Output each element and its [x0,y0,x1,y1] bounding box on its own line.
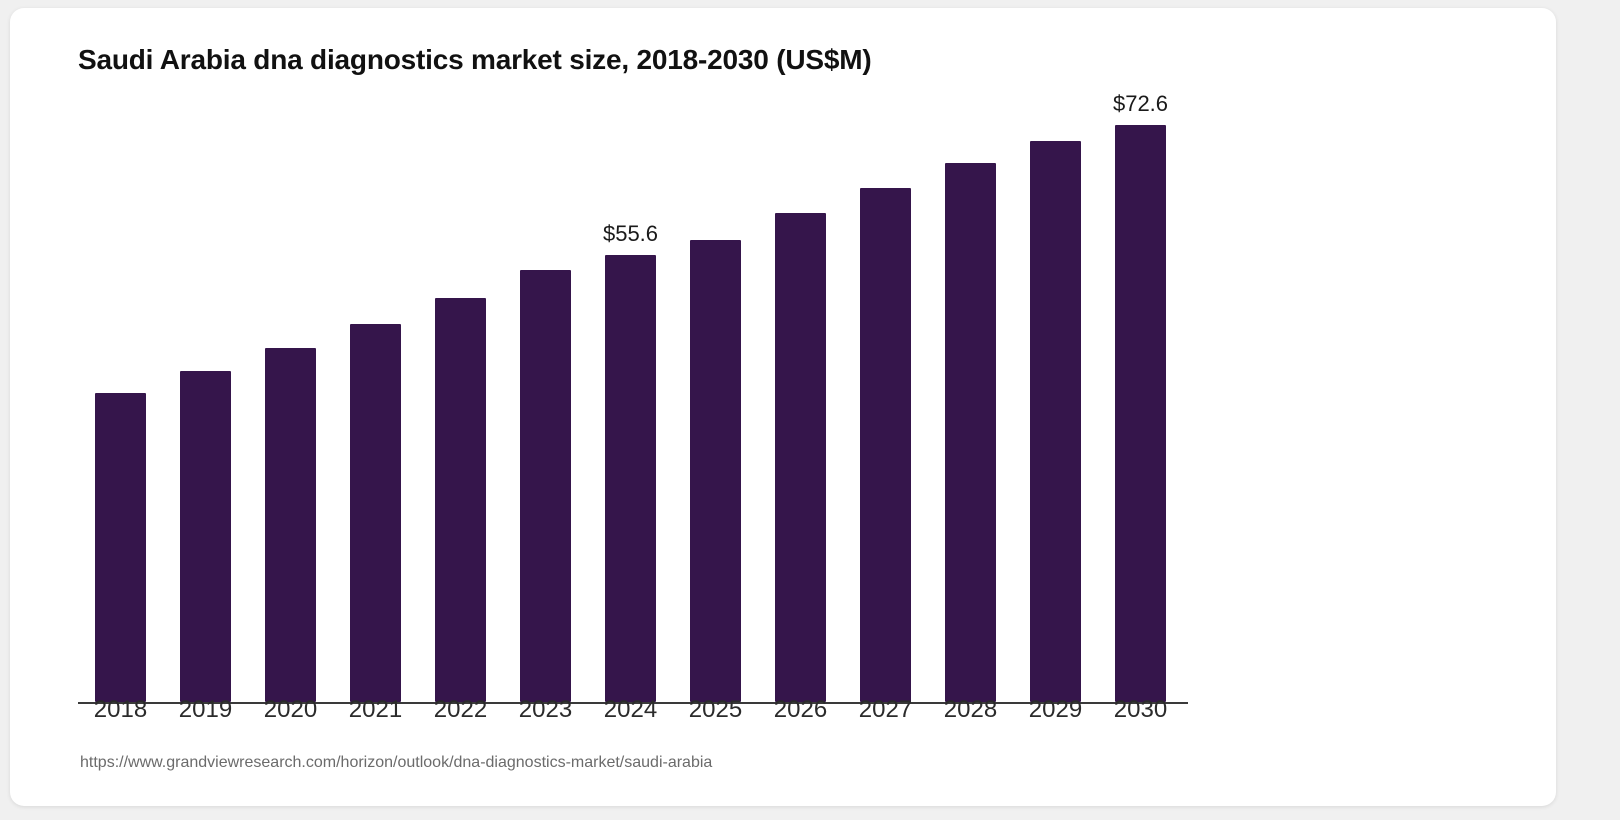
chart-plot-area: $55.6 $72.6 [78,86,1188,704]
bar[interactable] [690,240,741,702]
bar-value-label: $72.6 [1112,91,1169,116]
bar-slot [333,86,418,702]
x-axis-label-2019: 2019 [178,696,233,723]
bar-slot [758,86,843,702]
x-axis-label-2028: 2028 [943,696,998,723]
bar[interactable] [350,324,401,702]
bar-slot [673,86,758,702]
bar[interactable] [265,348,316,702]
bar-slot [928,86,1013,702]
bar-series: $55.6 $72.6 [78,86,1188,702]
x-axis-label-2025: 2025 [688,696,743,723]
x-axis-label-2026: 2026 [773,696,828,723]
bar[interactable] [1115,125,1166,702]
bar-slot: $72.6 [1098,86,1183,702]
bar-slot [503,86,588,702]
bar[interactable] [605,255,656,702]
bar[interactable] [95,393,146,702]
bar-slot [163,86,248,702]
bar-slot: $55.6 [588,86,673,702]
bar[interactable] [520,270,571,702]
x-axis-label-2030: 2030 [1113,696,1168,723]
chart-card: Saudi Arabia dna diagnostics market size… [10,8,1556,806]
bar[interactable] [945,163,996,702]
bar[interactable] [860,188,911,702]
x-axis-tick-labels: 2018 2019 2020 2021 2022 2023 2024 2025 2026 2027… [78,696,1188,730]
x-axis-label-2021: 2021 [348,696,403,723]
bar-slot [843,86,928,702]
bar-slot [1013,86,1098,702]
x-axis-label-2020: 2020 [263,696,318,723]
bar[interactable] [1030,141,1081,702]
bar[interactable] [180,371,231,702]
x-axis-label-2027: 2027 [858,696,913,723]
page-title: Saudi Arabia dna diagnostics market size… [78,44,872,75]
source-url[interactable]: https://www.grandviewresearch.com/horizo… [80,754,713,771]
x-axis-label-2018: 2018 [93,696,148,723]
bar[interactable] [775,213,826,702]
x-axis-label-2023: 2023 [518,696,573,723]
bar-slot [418,86,503,702]
x-axis-line [78,702,1188,704]
x-axis-label-2022: 2022 [433,696,488,723]
x-axis-label-2029: 2029 [1028,696,1083,723]
bar-slot [248,86,333,702]
bar-slot [78,86,163,702]
bar[interactable] [435,298,486,702]
x-axis-label-2024: 2024 [603,696,658,723]
bar-value-label: $55.6 [602,221,659,246]
